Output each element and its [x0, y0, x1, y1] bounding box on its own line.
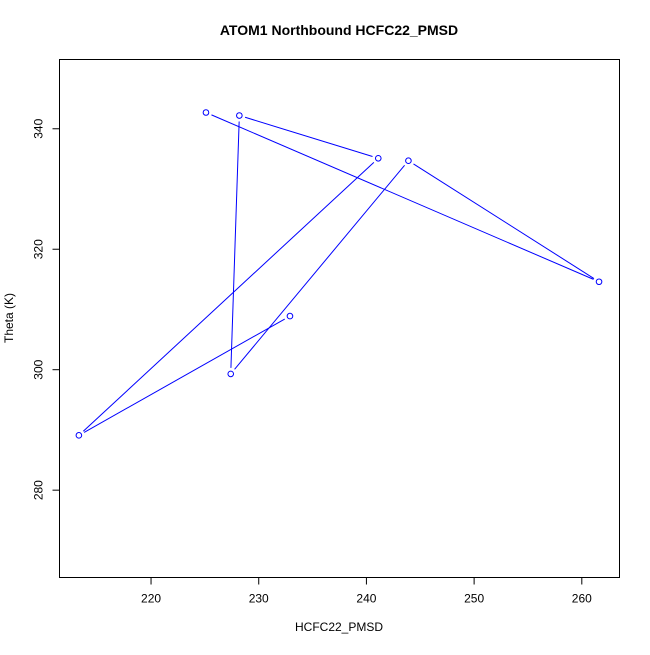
- x-tick-label: 260: [572, 592, 592, 606]
- series-line-segment: [244, 116, 373, 157]
- x-axis: 220 230 240 250 260: [141, 577, 592, 606]
- series-line-segment: [211, 114, 594, 280]
- series-line-segment: [234, 164, 405, 370]
- data-point: [236, 112, 243, 119]
- series-line-segment: [82, 161, 375, 432]
- x-tick-label: 220: [141, 592, 161, 606]
- data-point: [286, 312, 294, 320]
- series-line-segment: [413, 163, 595, 279]
- y-axis: 280 300 320 340: [32, 118, 60, 500]
- plot-frame: [59, 59, 620, 578]
- series-layer: [75, 109, 603, 439]
- data-point: [202, 109, 210, 116]
- chart-title: ATOM1 Northbound HCFC22_PMSD: [220, 22, 458, 38]
- data-point: [595, 278, 603, 286]
- y-tick-label: 340: [32, 118, 46, 138]
- y-axis-label: Theta (K): [2, 293, 16, 343]
- data-point: [227, 370, 235, 378]
- data-point: [75, 432, 83, 439]
- x-tick-label: 250: [464, 592, 484, 606]
- x-axis-label: HCFC22_PMSD: [295, 620, 383, 634]
- series-line-segment: [230, 121, 240, 368]
- series-line-segment: [83, 318, 285, 433]
- data-point: [405, 157, 412, 164]
- x-tick-label: 240: [356, 592, 376, 606]
- y-tick-label: 280: [32, 480, 46, 500]
- x-tick-label: 230: [249, 592, 269, 606]
- y-tick-label: 320: [32, 239, 46, 259]
- y-tick-label: 300: [32, 359, 46, 379]
- data-point: [374, 154, 382, 162]
